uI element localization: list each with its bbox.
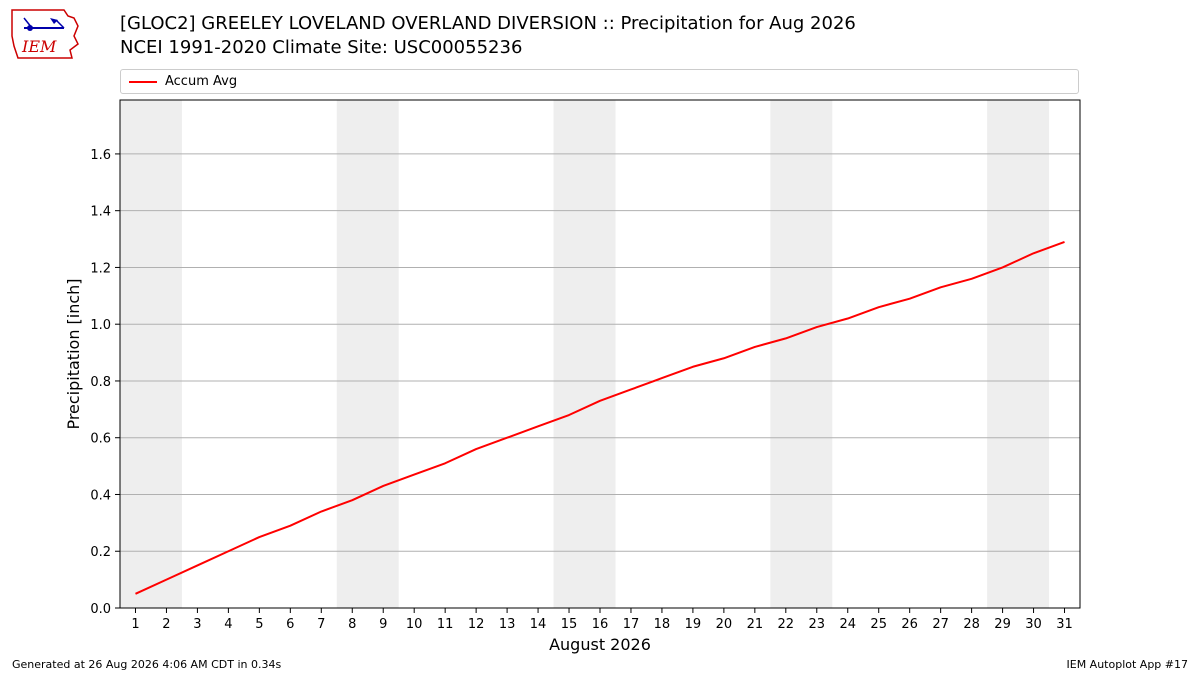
x-tick-label: 7 bbox=[317, 617, 325, 632]
chart-subtitle: NCEI 1991-2020 Climate Site: USC00055236 bbox=[120, 37, 523, 58]
x-tick-label: 22 bbox=[778, 617, 795, 632]
chart-title: [GLOC2] GREELEY LOVELAND OVERLAND DIVERS… bbox=[120, 13, 856, 34]
weekend-band bbox=[336, 100, 399, 608]
y-tick-label: 0.2 bbox=[90, 545, 111, 560]
x-tick-label: 11 bbox=[437, 617, 454, 632]
x-tick-label: 25 bbox=[870, 617, 887, 632]
x-tick-label: 5 bbox=[255, 617, 263, 632]
y-tick-label: 0.8 bbox=[90, 375, 111, 390]
x-tick-label: 2 bbox=[162, 617, 170, 632]
iowa-outline-shape bbox=[11, 9, 79, 59]
x-tick-label: 27 bbox=[932, 617, 949, 632]
weekend-band bbox=[553, 100, 616, 608]
legend: Accum Avg bbox=[120, 69, 1079, 94]
y-tick-label: 1.2 bbox=[90, 261, 111, 276]
y-tick-label: 0.4 bbox=[90, 488, 111, 503]
x-tick-label: 16 bbox=[592, 617, 609, 632]
x-tick-label: 8 bbox=[348, 617, 356, 632]
legend-label-accum-avg: Accum Avg bbox=[165, 74, 238, 89]
x-tick-label: 31 bbox=[1056, 617, 1073, 632]
x-tick-label: 19 bbox=[685, 617, 702, 632]
x-tick-label: 9 bbox=[379, 617, 387, 632]
plot-frame bbox=[119, 99, 1081, 609]
footer-generated: Generated at 26 Aug 2026 4:06 AM CDT in … bbox=[12, 658, 282, 671]
x-tick-label: 10 bbox=[406, 617, 423, 632]
x-tick-label: 29 bbox=[994, 617, 1011, 632]
y-tick-label: 0.6 bbox=[90, 432, 111, 447]
x-axis-label: August 2026 bbox=[549, 635, 651, 654]
y-axis-label: Precipitation [inch] bbox=[64, 278, 83, 429]
y-tick-label: 1.0 bbox=[90, 318, 111, 333]
x-tick-label: 3 bbox=[193, 617, 201, 632]
x-tick-label: 20 bbox=[716, 617, 733, 632]
x-tick-label: 12 bbox=[468, 617, 485, 632]
y-tick-label: 1.4 bbox=[90, 205, 111, 220]
weekend-band bbox=[120, 100, 182, 608]
x-tick-label: 14 bbox=[530, 617, 547, 632]
weekend-band bbox=[987, 100, 1050, 608]
x-tick-label: 15 bbox=[561, 617, 578, 632]
x-tick-label: 28 bbox=[963, 617, 980, 632]
x-tick-label: 1 bbox=[131, 617, 139, 632]
iem-logo: IEM bbox=[11, 9, 79, 59]
x-tick-label: 21 bbox=[747, 617, 764, 632]
x-tick-label: 24 bbox=[839, 617, 856, 632]
series-line-accum-avg bbox=[135, 240, 1065, 595]
x-tick-label: 4 bbox=[224, 617, 232, 632]
x-tick-label: 6 bbox=[286, 617, 294, 632]
x-tick-label: 26 bbox=[901, 617, 918, 632]
x-tick-label: 13 bbox=[499, 617, 516, 632]
x-tick-label: 17 bbox=[623, 617, 640, 632]
legend-swatch-accum-avg bbox=[129, 81, 157, 83]
y-tick-label: 0.0 bbox=[90, 602, 111, 617]
footer-app: IEM Autoplot App #17 bbox=[1066, 658, 1189, 671]
y-tick-label: 1.6 bbox=[90, 148, 111, 163]
weekend-band bbox=[770, 100, 833, 608]
x-tick-label: 23 bbox=[809, 617, 826, 632]
iem-logo-text: IEM bbox=[21, 37, 57, 56]
x-tick-label: 18 bbox=[654, 617, 671, 632]
x-tick-label: 30 bbox=[1025, 617, 1042, 632]
